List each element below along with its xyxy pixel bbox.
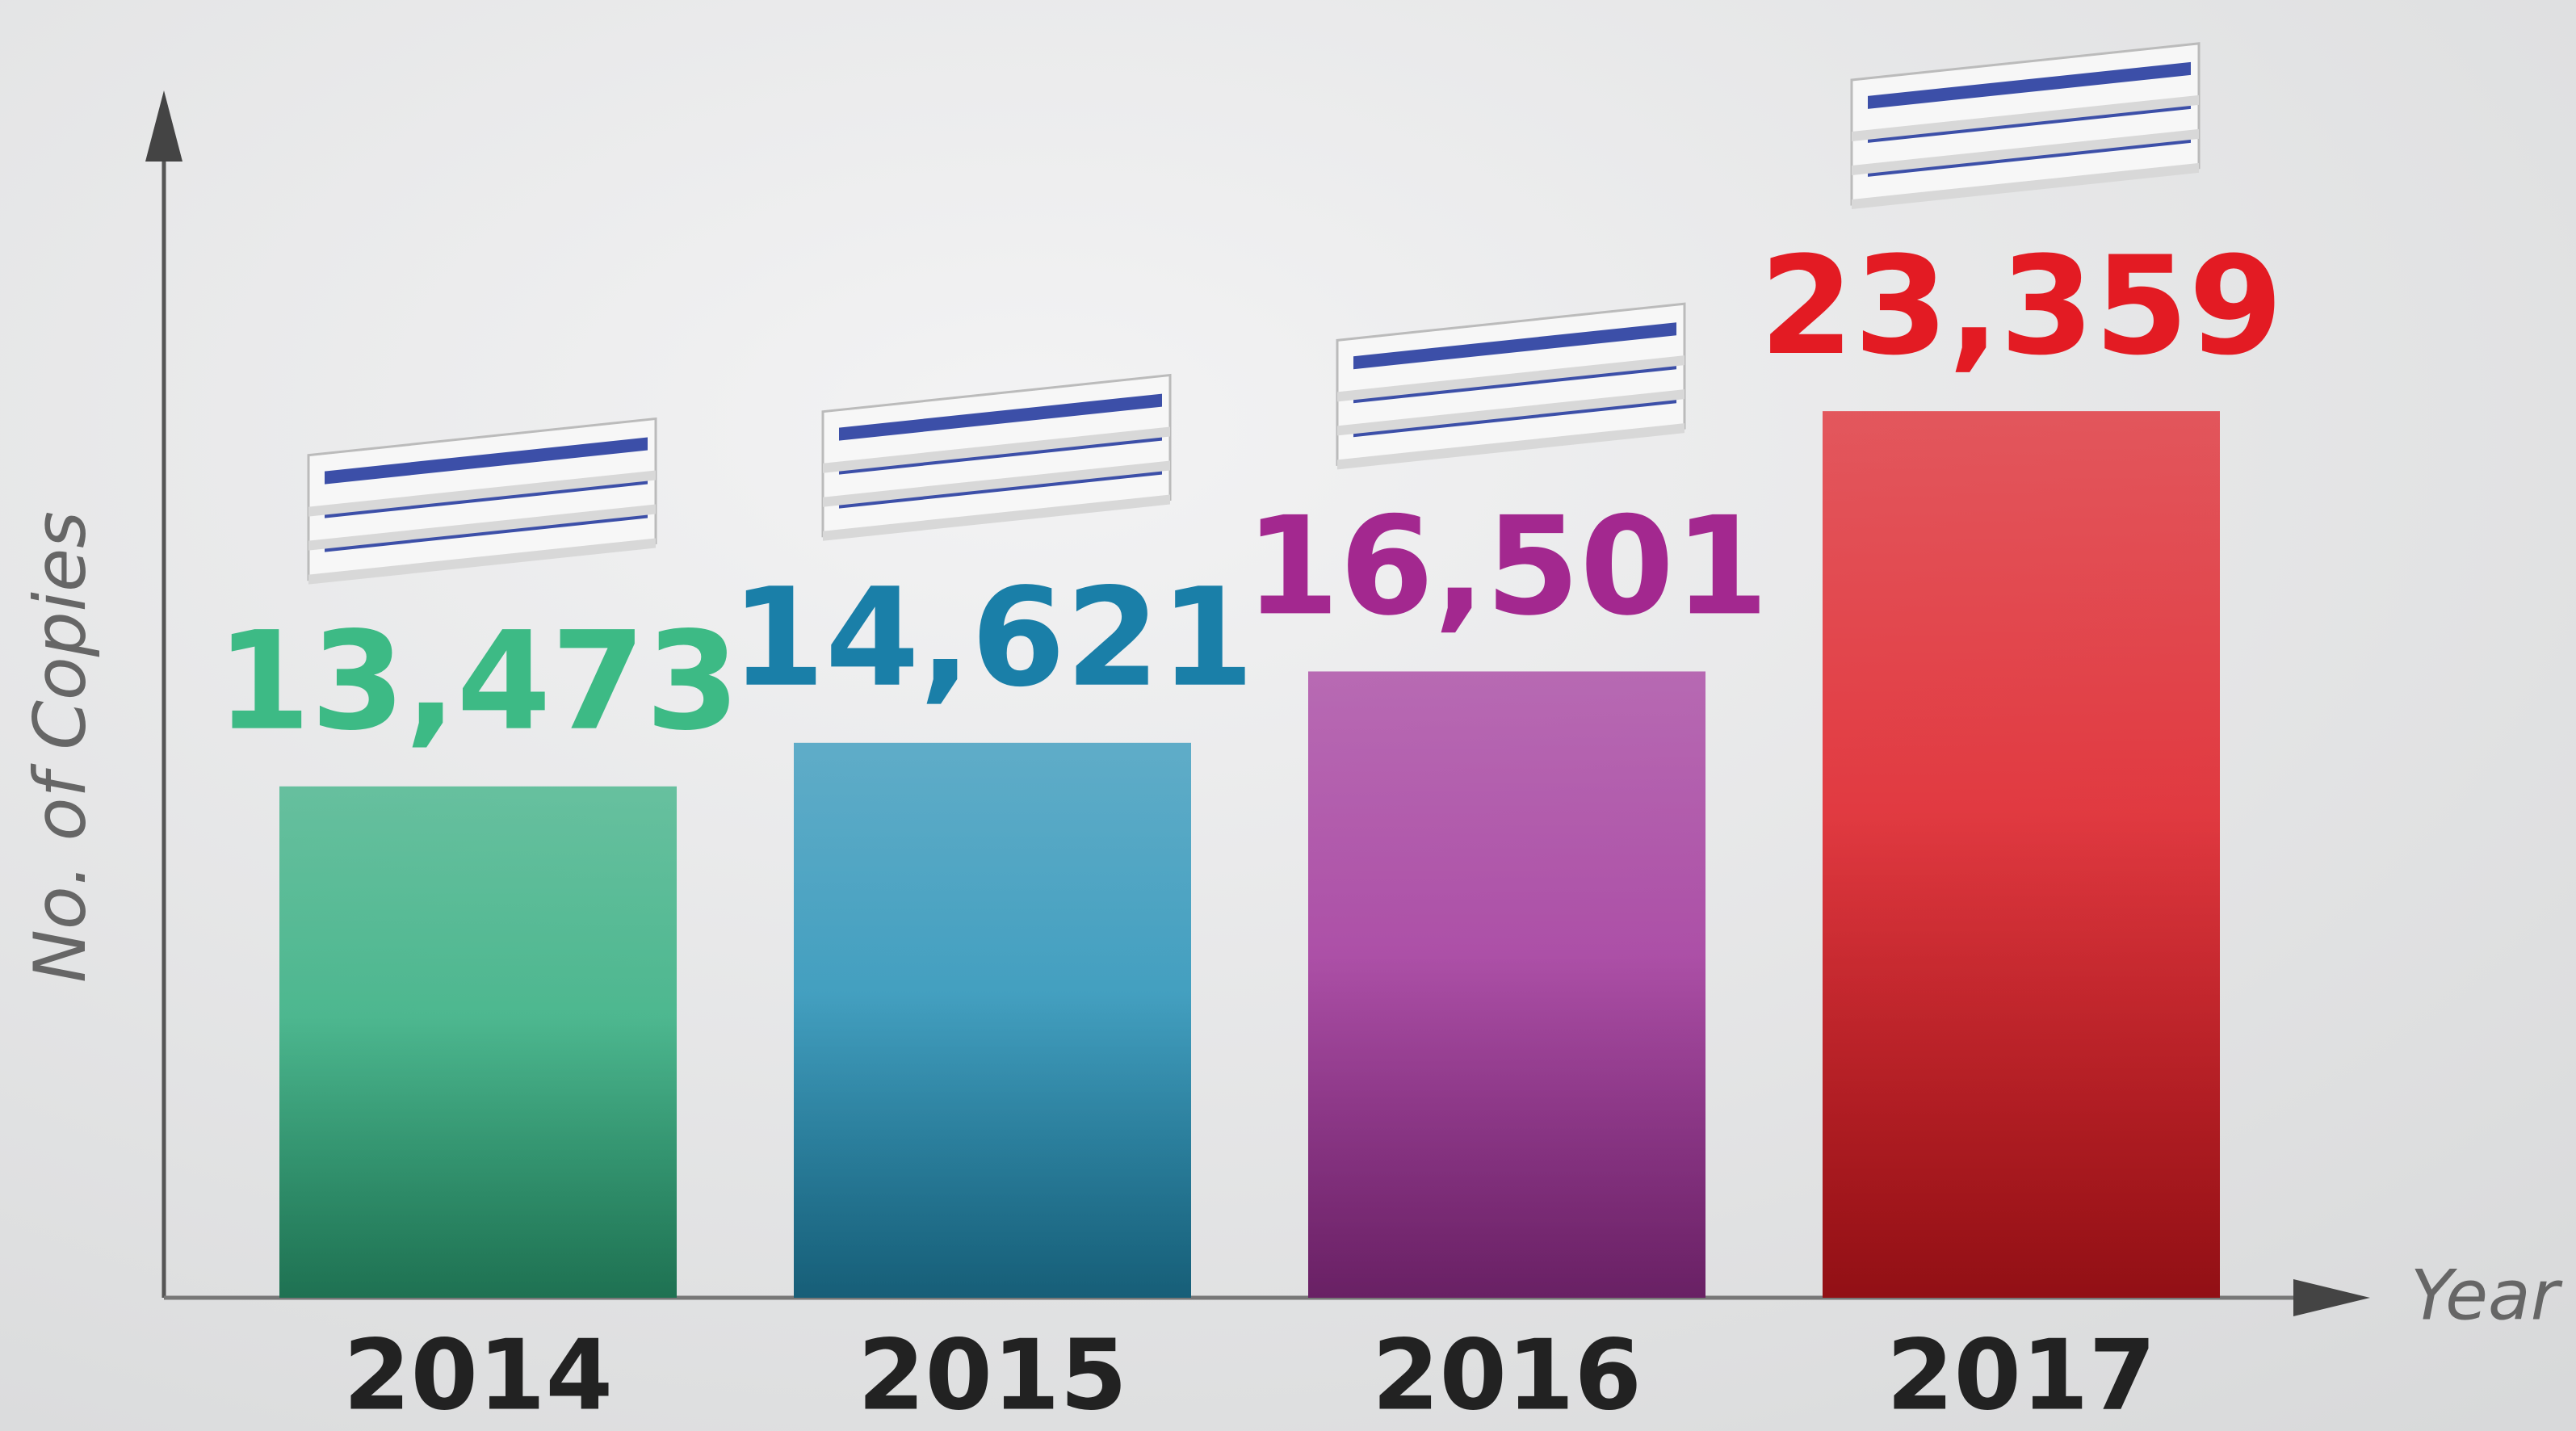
bar-shade xyxy=(1823,411,2220,1299)
paper-edge xyxy=(1337,423,1684,470)
paper-edge xyxy=(1852,94,2199,142)
paper-edge xyxy=(1852,128,2199,176)
paper-edge xyxy=(308,538,656,585)
y-axis-arrow xyxy=(145,90,183,162)
paper-stripe xyxy=(1353,322,1676,370)
bar-shade xyxy=(1308,671,1705,1298)
value-label: 13,473 xyxy=(216,602,740,761)
paper-edge xyxy=(308,470,656,517)
y-axis-label: No. of Copies xyxy=(19,511,102,983)
paper-edge xyxy=(823,494,1170,541)
value-label: 16,501 xyxy=(1245,487,1768,645)
paper-stack xyxy=(1336,302,1686,470)
paper-stripe xyxy=(325,437,648,485)
x-axis-arrow xyxy=(2293,1279,2370,1316)
x-tick-label: 2016 xyxy=(1372,1320,1642,1431)
paper-stripe xyxy=(839,393,1162,441)
paper-stack xyxy=(307,417,657,585)
paper-edge xyxy=(1337,389,1684,436)
paper-stack xyxy=(1850,42,2201,210)
value-label: 23,359 xyxy=(1760,227,2283,385)
paper-edge xyxy=(1852,162,2199,210)
x-tick-label: 2014 xyxy=(343,1320,613,1431)
paper-stack xyxy=(821,373,1172,541)
x-tick-label: 2015 xyxy=(858,1320,1127,1431)
x-axis-label: Year xyxy=(2410,1255,2563,1336)
paper-stripe xyxy=(1868,61,2191,109)
bar-shade xyxy=(794,742,1191,1298)
bar-shade xyxy=(279,786,677,1298)
paper-edge xyxy=(1337,355,1684,402)
x-tick-label: 2017 xyxy=(1886,1320,2156,1431)
paper-edge xyxy=(308,504,656,551)
paper-edge xyxy=(823,426,1170,473)
value-label: 14,621 xyxy=(731,559,1254,717)
paper-edge xyxy=(823,460,1170,507)
